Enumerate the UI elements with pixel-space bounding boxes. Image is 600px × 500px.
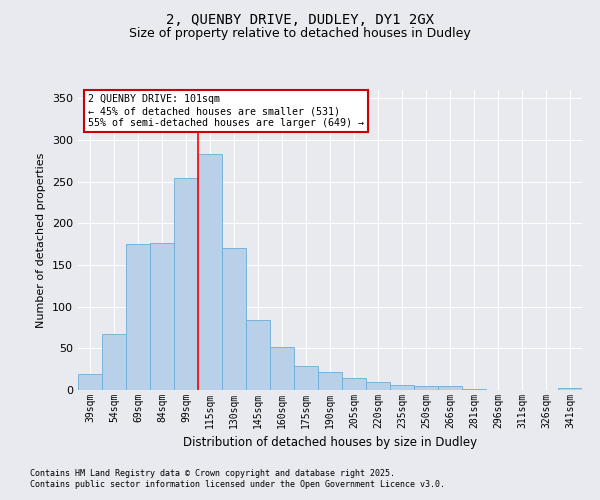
- Bar: [390, 385, 414, 390]
- Bar: [414, 386, 438, 390]
- Text: 2 QUENBY DRIVE: 101sqm
← 45% of detached houses are smaller (531)
55% of semi-de: 2 QUENBY DRIVE: 101sqm ← 45% of detached…: [88, 94, 364, 128]
- Bar: [462, 389, 486, 390]
- Bar: [174, 178, 198, 390]
- Bar: [438, 386, 462, 390]
- Bar: [318, 372, 342, 390]
- Bar: [294, 366, 318, 390]
- Bar: [246, 320, 270, 390]
- Text: 2, QUENBY DRIVE, DUDLEY, DY1 2GX: 2, QUENBY DRIVE, DUDLEY, DY1 2GX: [166, 12, 434, 26]
- X-axis label: Distribution of detached houses by size in Dudley: Distribution of detached houses by size …: [183, 436, 477, 450]
- Bar: [270, 346, 294, 390]
- Bar: [78, 374, 102, 390]
- Bar: [102, 334, 126, 390]
- Bar: [126, 244, 150, 390]
- Text: Contains HM Land Registry data © Crown copyright and database right 2025.: Contains HM Land Registry data © Crown c…: [30, 468, 395, 477]
- Bar: [366, 382, 390, 390]
- Bar: [342, 378, 366, 390]
- Text: Size of property relative to detached houses in Dudley: Size of property relative to detached ho…: [129, 28, 471, 40]
- Bar: [198, 154, 222, 390]
- Bar: [222, 248, 246, 390]
- Text: Contains public sector information licensed under the Open Government Licence v3: Contains public sector information licen…: [30, 480, 445, 489]
- Y-axis label: Number of detached properties: Number of detached properties: [37, 152, 46, 328]
- Bar: [150, 244, 174, 390]
- Bar: [558, 388, 582, 390]
